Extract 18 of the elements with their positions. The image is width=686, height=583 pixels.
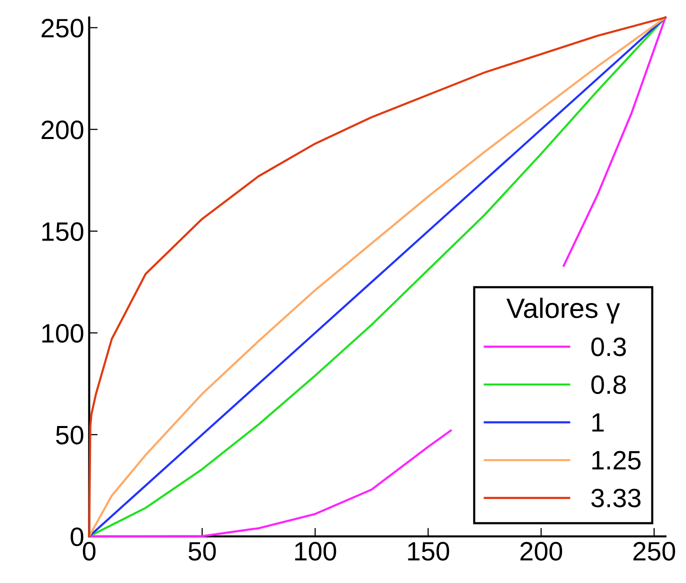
x-tick-label: 200 — [520, 542, 562, 561]
y-tick-label: 250 — [42, 18, 84, 38]
legend-label: 1.25 — [592, 450, 641, 470]
y-tick-label: 150 — [42, 222, 84, 241]
legend-label: 0.3 — [591, 338, 626, 356]
legend-label: 3.33 — [591, 488, 641, 508]
x-tick-label: 100 — [295, 542, 336, 561]
legend-label: 0.8 — [591, 375, 626, 394]
legend-title: Valores γ — [506, 298, 620, 324]
y-tick-label: 200 — [42, 120, 84, 140]
x-tick-label: 250 — [633, 542, 676, 561]
y-tick-label: 0 — [70, 527, 84, 546]
y-tick-label: 50 — [56, 426, 84, 444]
legend-label: 1 — [592, 413, 604, 432]
x-tick-label: 150 — [408, 542, 450, 561]
x-tick-label: 0 — [82, 542, 96, 561]
y-tick-label: 100 — [42, 324, 84, 343]
x-tick-label: 50 — [188, 542, 216, 561]
